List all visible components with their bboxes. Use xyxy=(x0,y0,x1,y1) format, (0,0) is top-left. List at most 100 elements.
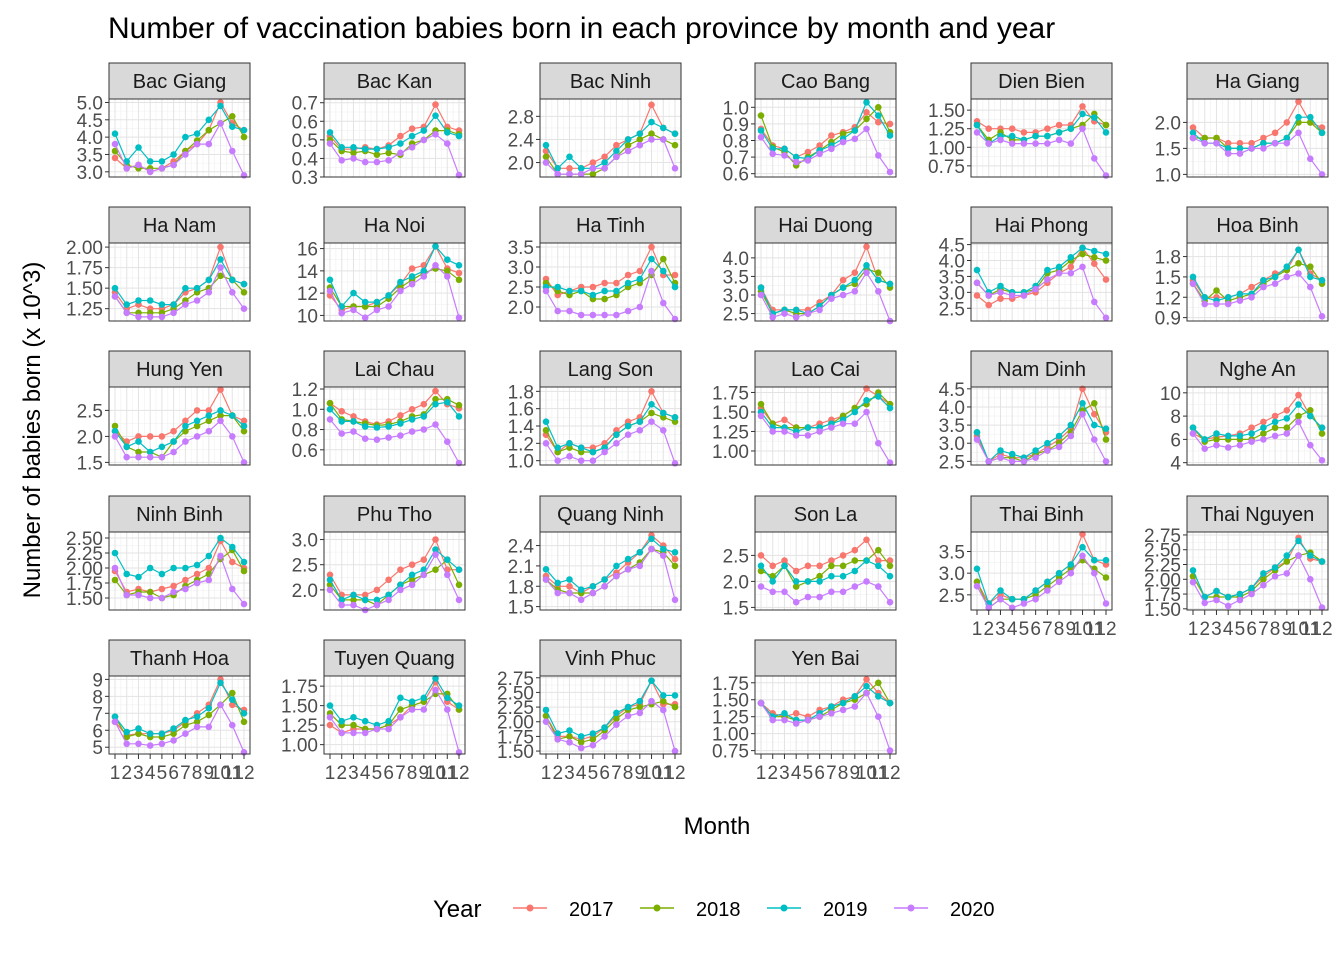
series-2017-nghe-an-point xyxy=(1283,407,1291,414)
series-2018-ha-noi-point xyxy=(444,267,451,275)
series-2019-thanh-hoa-point xyxy=(217,679,224,687)
series-2018-thanh-hoa-point xyxy=(170,730,177,737)
series-2019-lang-son-point xyxy=(613,431,620,439)
series-2020-tuyen-quang-point xyxy=(432,686,439,694)
x-tick-label: 6 xyxy=(814,763,825,784)
y-tick-label: 1.75 xyxy=(66,574,103,595)
y-tick-label: 2.1 xyxy=(508,557,534,578)
legend-item-2019: 2019 xyxy=(767,899,868,921)
series-2018-ninh-binh-point xyxy=(111,576,119,584)
series-2020-lang-son-point xyxy=(577,457,585,465)
panel-ha-nam: Ha Nam 1.251.501.752.00 xyxy=(66,206,251,322)
series-2018-son-la-point xyxy=(769,572,776,580)
x-tick-label: 3 xyxy=(1211,619,1222,640)
series-2017-ha-tinh-point xyxy=(648,243,655,251)
series-2020-nam-dinh-point xyxy=(1032,454,1039,462)
strip-label-thai-binh: Thai Binh xyxy=(999,504,1084,526)
series-2020-hoa-binh-point xyxy=(1213,300,1220,308)
series-2017-dien-bien-point xyxy=(1055,121,1063,129)
series-2018-bac-kan-point xyxy=(385,149,392,157)
series-2020-nam-dinh-point xyxy=(1091,436,1098,443)
series-2020-nghe-an-point xyxy=(1248,438,1255,446)
series-2017-bac-ninh-point xyxy=(648,101,655,109)
series-2020-bac-kan-point xyxy=(350,155,357,162)
series-2019-son-la-point xyxy=(875,562,882,570)
series-2020-ha-giang-point xyxy=(1248,145,1255,152)
series-2019-ha-tinh-point xyxy=(601,287,608,295)
series-2020-hai-duong-point xyxy=(816,306,823,314)
series-2020-thanh-hoa-point xyxy=(135,740,142,748)
series-2019-son-la-point xyxy=(757,562,765,570)
x-tick-label: 3 xyxy=(133,763,144,784)
series-2019-nghe-an-point xyxy=(1189,424,1197,432)
y-tick-label: 2.25 xyxy=(497,698,534,719)
series-2017-son-la-point xyxy=(781,557,788,564)
series-2019-quang-ninh-point xyxy=(648,535,655,543)
series-2017-ninh-binh-point xyxy=(158,585,166,593)
x-tick-label: 6 xyxy=(383,763,394,784)
series-2019-hai-phong-point xyxy=(1055,263,1063,271)
series-2020-son-la-point xyxy=(781,588,788,596)
y-tick-label: 3.0 xyxy=(77,163,103,184)
series-2019-bac-ninh-point xyxy=(624,136,632,143)
series-2020-dien-bien-point xyxy=(1032,140,1039,147)
strip-bac-giang xyxy=(108,62,251,100)
series-2017-ha-tinh-point xyxy=(636,267,644,275)
series-2017-bac-kan-point xyxy=(408,125,416,132)
series-2017-bac-kan-point xyxy=(397,132,404,140)
series-2017-ha-giang-point xyxy=(1224,139,1232,147)
series-2019-son-la-point xyxy=(839,572,847,580)
series-2020-nghe-an-point xyxy=(1236,441,1244,449)
series-2019-dien-bien-point xyxy=(1091,114,1098,121)
series-2017-hung-yen-point xyxy=(135,433,142,440)
legend-title: Year xyxy=(433,896,482,923)
series-2019-tuyen-quang-point xyxy=(326,702,334,709)
series-2020-cao-bang-point xyxy=(839,138,847,146)
series-2020-ha-tinh-point xyxy=(648,267,655,275)
series-2020-ninh-binh-point xyxy=(229,585,236,593)
y-tick-label: 0.9 xyxy=(723,115,749,136)
strip-label-phu-tho: Phu Tho xyxy=(357,504,432,526)
strip-son-la xyxy=(754,495,897,533)
series-2019-tuyen-quang-point xyxy=(397,694,404,702)
series-2020-yen-bai-point xyxy=(851,703,859,710)
series-2019-ha-noi-point xyxy=(385,292,392,299)
x-tick-label: 2 xyxy=(1199,619,1210,640)
series-2020-yen-bai-point xyxy=(839,706,847,714)
series-2017-lang-son-point xyxy=(648,388,655,395)
series-2019-thai-binh-point xyxy=(997,587,1004,594)
series-2019-lang-son-point xyxy=(624,422,632,430)
x-tick-label: 10 xyxy=(641,763,662,784)
y-tick-label: 1.5 xyxy=(1155,139,1181,160)
x-tick-label: 5 xyxy=(372,763,383,784)
legend-label-2020: 2020 xyxy=(950,899,995,921)
series-2020-ninh-binh-point xyxy=(135,591,142,599)
y-tick-label: 4.0 xyxy=(939,398,965,419)
series-2019-son-la-point xyxy=(851,567,859,575)
series-2020-dien-bien-point xyxy=(1102,172,1110,179)
x-tick-label: 5 xyxy=(1235,619,1246,640)
series-2020-lai-chau-point xyxy=(432,421,439,428)
series-2018-ninh-binh-point xyxy=(240,567,248,575)
series-2019-lao-cai-point xyxy=(875,393,882,400)
strip-label-ha-noi: Ha Noi xyxy=(364,215,425,237)
y-tick-label: 4.0 xyxy=(77,128,103,149)
series-2019-ha-nam-point xyxy=(193,284,201,292)
series-2019-yen-bai-point xyxy=(839,699,847,707)
x-tick-label: 10 xyxy=(1288,619,1309,640)
series-2019-thai-nguyen-point xyxy=(1189,567,1197,574)
series-2020-quang-ninh-point xyxy=(542,576,550,583)
panel-border-ninh-binh xyxy=(108,531,251,611)
series-2020-ha-nam-point xyxy=(135,313,142,321)
series-2019-ha-tinh-point xyxy=(613,287,620,295)
series-2018-thanh-hoa-point xyxy=(123,733,130,741)
series-2019-ninh-binh-point xyxy=(217,534,224,542)
series-2020-dien-bien-point xyxy=(1044,140,1051,147)
series-2019-son-la-point xyxy=(792,578,800,585)
y-tick-label: 3.0 xyxy=(939,434,965,455)
x-tick-label: 1 xyxy=(110,763,121,784)
series-2019-ha-nam-point xyxy=(205,276,213,284)
x-tick-label: 6 xyxy=(1246,619,1257,640)
series-2018-ha-tinh-point xyxy=(601,295,608,303)
